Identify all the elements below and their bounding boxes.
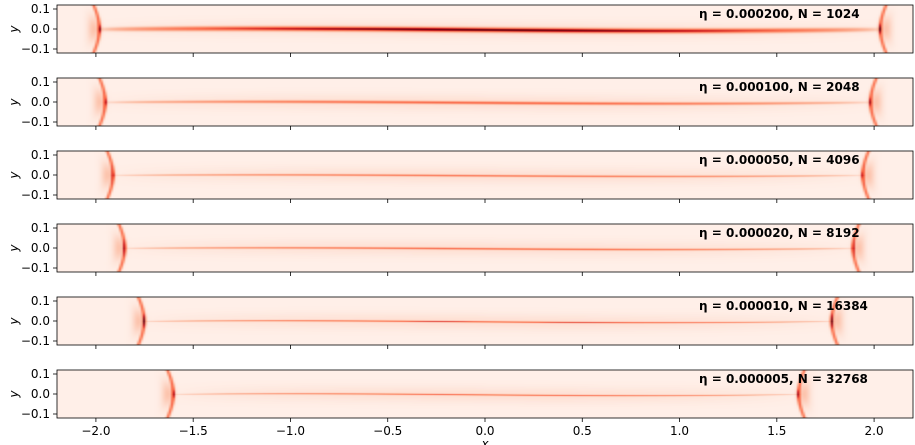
x-tick-label: −0.5 (373, 424, 402, 438)
x-tick-label: 0.0 (475, 424, 494, 438)
y-axis-label: y (7, 25, 21, 34)
y-tick-label: 0.0 (31, 241, 50, 255)
y-tick-label: −0.1 (21, 261, 50, 275)
y-tick-label: 0.1 (31, 221, 50, 235)
y-tick-label: 0.0 (31, 168, 50, 182)
x-tick-label: 2.0 (865, 424, 884, 438)
panel-title: η = 0.000005, N = 32768 (699, 372, 868, 386)
y-axis-label: y (7, 390, 21, 399)
y-tick-label: 0.0 (31, 387, 50, 401)
x-tick-label: −1.0 (276, 424, 305, 438)
y-tick-label: 0.0 (31, 22, 50, 36)
heatmap-image (57, 297, 913, 345)
y-tick-label: −0.1 (21, 115, 50, 129)
y-axis-label: y (7, 244, 21, 253)
y-tick-label: 0.1 (31, 2, 50, 16)
y-tick-label: 0.1 (31, 367, 50, 381)
panel-title: η = 0.000050, N = 4096 (699, 153, 860, 167)
y-tick-label: 0.1 (31, 75, 50, 89)
y-axis-label: y (7, 98, 21, 107)
x-tick-label: −1.5 (179, 424, 208, 438)
panel-6: 0.1 0.0 −0.1y −2.0 −1.5 −1.0 −0.5 0.0 0.5 1.0 1.5 2… (7, 367, 914, 438)
heatmap-image (57, 5, 913, 53)
panel-2: 0.1 0.0 −0.1y η = 0.000100, N = 2048 (7, 75, 914, 130)
y-tick-label: 0.0 (31, 314, 50, 328)
y-tick-label: −0.1 (21, 42, 50, 56)
heatmap-image (57, 370, 913, 418)
panel-5: 0.1 0.0 −0.1y η = 0.000010, N = 16384 (7, 294, 914, 349)
y-axis-label: y (7, 171, 21, 180)
y-axis-label: y (7, 317, 21, 326)
x-tick-label: −2.0 (81, 424, 110, 438)
panel-title: η = 0.000200, N = 1024 (699, 7, 860, 21)
y-tick-label: 0.1 (31, 148, 50, 162)
heatmap-image (57, 224, 913, 272)
x-tick-label: 1.0 (670, 424, 689, 438)
y-tick-label: 0.0 (31, 95, 50, 109)
panel-title: η = 0.000100, N = 2048 (699, 80, 860, 94)
panel-title: η = 0.000020, N = 8192 (699, 226, 860, 240)
panel-1: 0.1 0.0 −0.1y η = 0.000200, N = 1024 (7, 2, 914, 57)
panel-title: η = 0.000010, N = 16384 (699, 299, 868, 313)
x-tick-label: 1.5 (767, 424, 786, 438)
y-tick-label: −0.1 (21, 334, 50, 348)
x-tick-label: 0.5 (573, 424, 592, 438)
heatmap-image (57, 151, 913, 199)
panel-4: 0.1 0.0 −0.1y η = 0.000020, N = 8192 (7, 221, 914, 276)
y-tick-label: 0.1 (31, 294, 50, 308)
y-tick-label: −0.1 (21, 407, 50, 421)
y-tick-label: −0.1 (21, 188, 50, 202)
heatmap-image (57, 78, 913, 126)
x-axis-label: x (480, 437, 489, 445)
panel-3: 0.1 0.0 −0.1y η = 0.000050, N = 4096 (7, 148, 914, 203)
